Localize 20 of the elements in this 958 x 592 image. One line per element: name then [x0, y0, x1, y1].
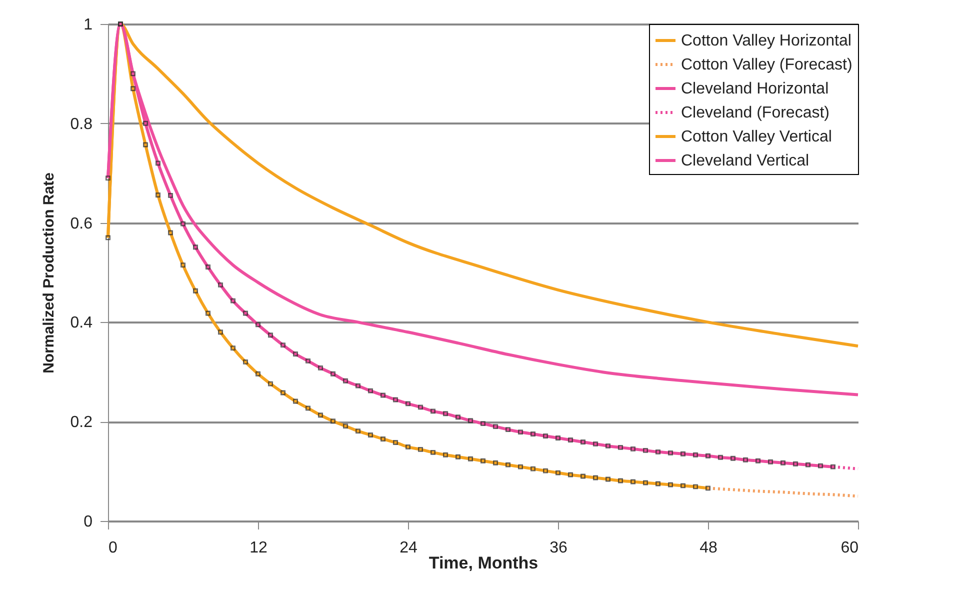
x-tick-label: 48	[700, 540, 718, 556]
y-tick-label: 0.6	[70, 215, 93, 232]
x-tick-label: 24	[400, 540, 418, 556]
legend-label: Cotton Valley Horizontal	[681, 32, 852, 50]
y-tick-label: 0.4	[70, 314, 93, 332]
legend-label: Cotton Valley Vertical	[681, 128, 832, 146]
y-tick-label: 0.2	[70, 414, 93, 432]
x-tick-label: 12	[250, 540, 268, 556]
y-axis-title: Normalized Production Rate	[40, 172, 58, 374]
x-tick-label: 60	[840, 540, 859, 556]
legend-label: Cleveland Horizontal	[681, 80, 829, 98]
y-tick-label: 0.8	[70, 116, 93, 133]
x-tick-label: 36	[550, 540, 568, 556]
y-tick-label: 1	[84, 16, 93, 34]
legend-label: Cleveland Vertical	[681, 152, 810, 170]
x-tick-label: 0	[108, 540, 118, 556]
legend-label: Cleveland (Forecast)	[681, 104, 830, 122]
y-tick-label: 0	[84, 514, 93, 530]
x-axis-title: Time, Months	[428, 554, 538, 572]
legend-label: Cotton Valley (Forecast)	[681, 56, 852, 74]
